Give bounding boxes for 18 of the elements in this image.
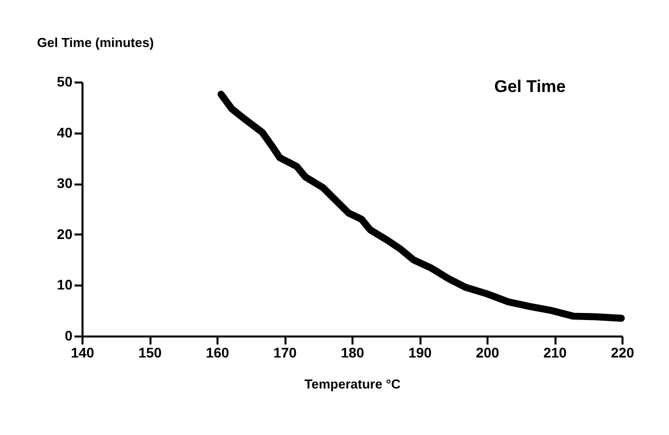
x-tick-label: 220 xyxy=(610,344,634,360)
x-tick-label: 140 xyxy=(70,344,94,360)
x-tick-label: 160 xyxy=(206,344,230,360)
x-tick-label: 170 xyxy=(273,344,297,360)
y-tick-label: 0 xyxy=(64,328,73,344)
y-tick-label: 50 xyxy=(56,74,73,90)
x-tick-label: 200 xyxy=(476,344,500,360)
y-axis-title: Gel Time (minutes) xyxy=(37,35,154,50)
y-tick-label: 20 xyxy=(56,226,73,242)
y-tick-label: 30 xyxy=(56,175,73,192)
x-tick-label: 190 xyxy=(408,344,432,360)
x-tick-label: 210 xyxy=(543,344,567,360)
chart-title: Gel Time xyxy=(494,77,566,96)
x-axis-title: Temperature °C xyxy=(304,376,402,392)
x-tick-label: 180 xyxy=(340,344,364,360)
y-tick-label: 40 xyxy=(56,124,73,140)
x-tick-label: 150 xyxy=(138,344,162,360)
y-tick-label: 10 xyxy=(56,276,73,293)
